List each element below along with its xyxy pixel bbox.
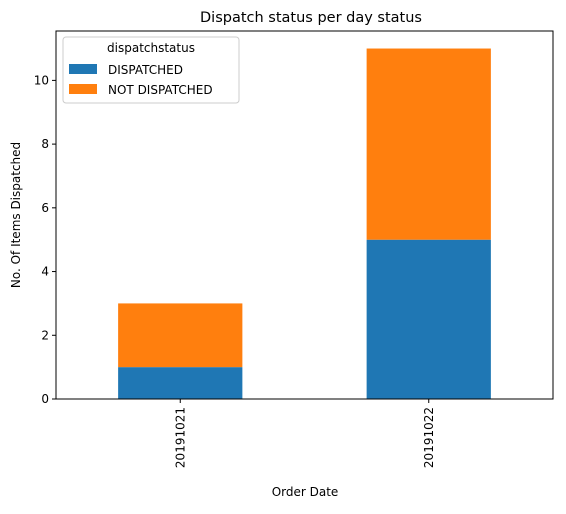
legend-swatch-not-dispatched xyxy=(69,84,97,94)
y-axis-label: No. Of Items Dispatched xyxy=(9,142,23,288)
x-tick-label: 20191022 xyxy=(422,407,436,468)
legend-items: DISPATCHED NOT DISPATCHED xyxy=(69,63,213,97)
y-tick-label: 6 xyxy=(41,201,49,215)
legend: dispatchstatus DISPATCHED NOT DISPATCHED xyxy=(62,36,240,104)
bar-not-dispatched-20191021 xyxy=(118,303,243,368)
chart-title: Dispatch status per day status xyxy=(200,10,422,26)
legend-label-not-dispatched: NOT DISPATCHED xyxy=(108,83,213,97)
bar-dispatched-20191022 xyxy=(366,239,491,399)
y-tick-label: 8 xyxy=(41,137,49,151)
y-tick-label: 10 xyxy=(34,73,49,87)
bar-dispatched-20191021 xyxy=(118,367,243,399)
legend-title: dispatchstatus xyxy=(107,41,195,55)
x-axis-label: Order Date xyxy=(272,485,339,499)
x-tick-label: 20191021 xyxy=(173,407,187,468)
legend-swatch-dispatched xyxy=(69,64,97,74)
y-tick-label: 0 xyxy=(41,392,49,406)
y-axis-ticks: 0 2 4 6 8 10 xyxy=(34,73,56,406)
legend-box xyxy=(62,36,240,104)
bar-not-dispatched-20191022 xyxy=(366,48,491,240)
x-axis-ticks: 20191021 20191022 xyxy=(173,399,436,468)
bars-group xyxy=(118,48,491,399)
plot-frame xyxy=(55,30,554,400)
legend-label-dispatched: DISPATCHED xyxy=(108,63,183,77)
y-tick-label: 4 xyxy=(41,265,49,279)
y-tick-label: 2 xyxy=(41,328,49,342)
